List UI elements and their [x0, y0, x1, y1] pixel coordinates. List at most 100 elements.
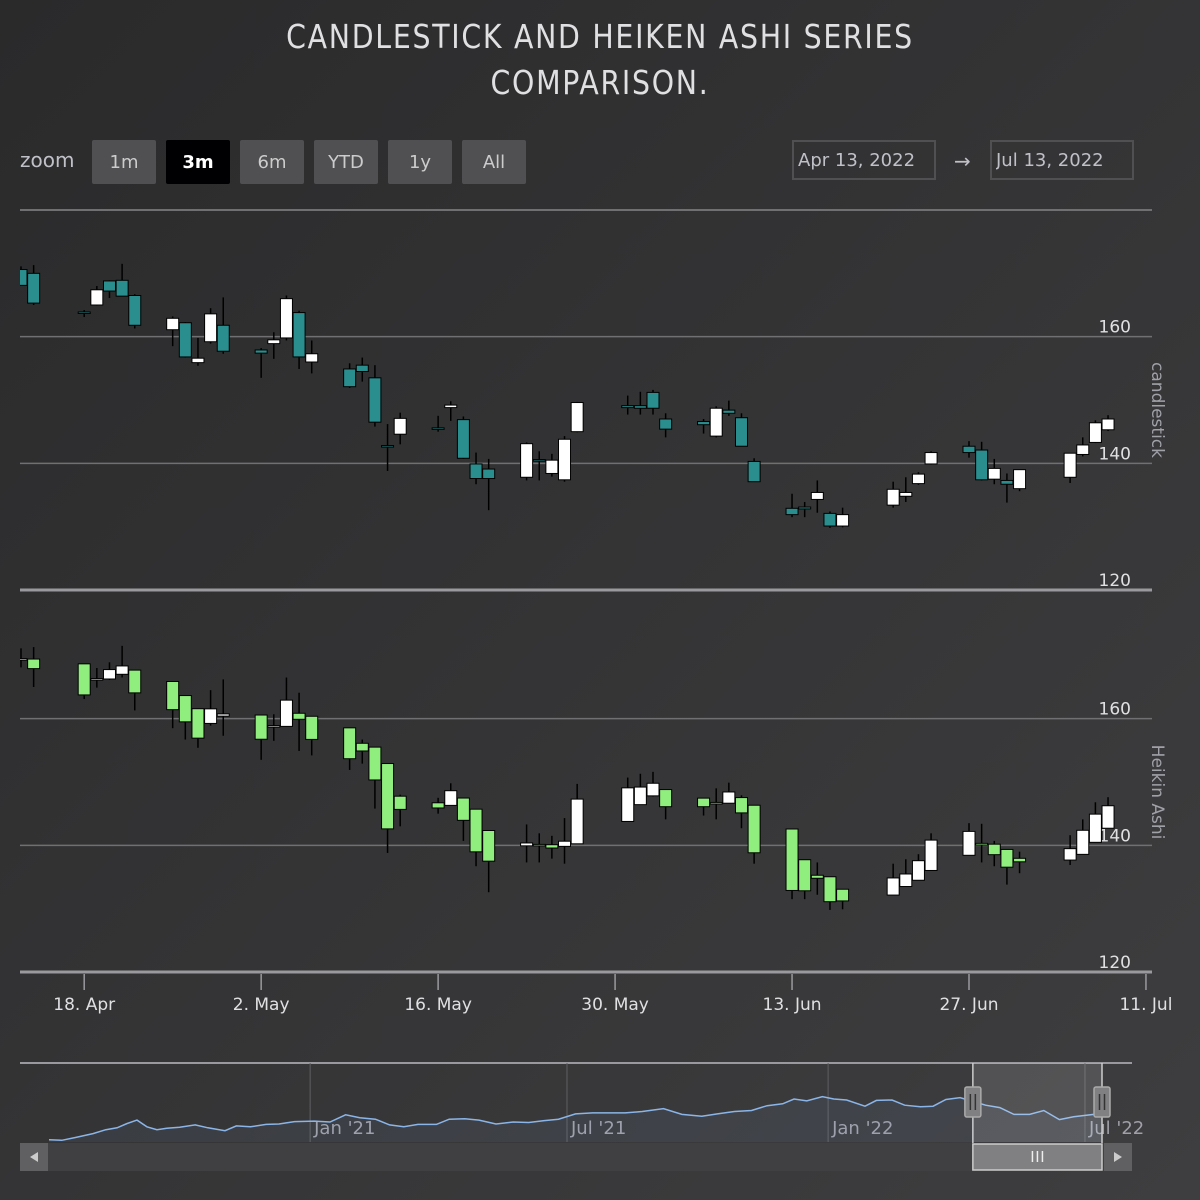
- heikin-ashi-candle[interactable]: [381, 763, 395, 853]
- heikin-ashi-candle[interactable]: [987, 840, 1001, 867]
- candle[interactable]: [886, 481, 900, 508]
- candle[interactable]: [191, 337, 205, 366]
- heikin-ashi-candle[interactable]: [482, 830, 496, 893]
- heikin-ashi-candle[interactable]: [77, 663, 91, 700]
- heikin-ashi-candle[interactable]: [115, 645, 129, 678]
- candle[interactable]: [178, 322, 192, 358]
- heikin-ashi-candle[interactable]: [204, 690, 218, 726]
- heikin-ashi-candle[interactable]: [343, 727, 357, 770]
- candle[interactable]: [823, 511, 837, 528]
- range-to-input[interactable]: [990, 140, 1134, 180]
- heikin-ashi-candle[interactable]: [216, 679, 230, 736]
- candle[interactable]: [520, 442, 534, 481]
- heikin-ashi-candle[interactable]: [532, 833, 546, 863]
- candle[interactable]: [532, 451, 546, 481]
- candle[interactable]: [558, 436, 572, 482]
- heikin-ashi-candle[interactable]: [27, 647, 41, 687]
- heikin-ashi-candle[interactable]: [798, 859, 812, 900]
- navigator-selection[interactable]: [972, 1063, 1102, 1142]
- heikin-ashi-candle[interactable]: [911, 854, 925, 881]
- candle[interactable]: [279, 295, 293, 341]
- candle[interactable]: [128, 294, 142, 329]
- candle[interactable]: [1063, 452, 1077, 483]
- candle[interactable]: [545, 453, 559, 477]
- heikin-ashi-candle[interactable]: [520, 824, 534, 863]
- heikin-ashi-candle[interactable]: [166, 680, 180, 729]
- heikin-ashi-candle[interactable]: [469, 808, 483, 867]
- heikin-ashi-candle[interactable]: [1076, 819, 1090, 855]
- heikin-ashi-candle[interactable]: [444, 783, 458, 806]
- range-button-1y[interactable]: 1y: [388, 140, 452, 184]
- scrollbar-track[interactable]: [20, 1143, 1132, 1171]
- candle[interactable]: [747, 458, 761, 483]
- heikin-ashi-candle[interactable]: [393, 794, 407, 827]
- heikin-ashi-candle[interactable]: [355, 739, 369, 764]
- heikin-ashi-candle[interactable]: [886, 863, 900, 896]
- candle[interactable]: [798, 501, 812, 518]
- candle[interactable]: [734, 413, 748, 447]
- candle[interactable]: [1088, 420, 1102, 444]
- candle[interactable]: [621, 395, 635, 415]
- heikin-ashi-candle[interactable]: [1063, 835, 1077, 865]
- candle[interactable]: [987, 458, 1001, 485]
- heikin-ashi-candle[interactable]: [722, 782, 736, 804]
- candle[interactable]: [444, 401, 458, 421]
- heikin-ashi-candle[interactable]: [1000, 848, 1014, 885]
- candle[interactable]: [27, 265, 41, 305]
- heikin-ashi-candle[interactable]: [975, 823, 989, 863]
- candle[interactable]: [102, 280, 116, 299]
- candle[interactable]: [633, 391, 647, 415]
- candle[interactable]: [15, 266, 28, 286]
- heikin-ashi-candle[interactable]: [558, 818, 572, 864]
- heikin-ashi-candle[interactable]: [659, 789, 673, 820]
- candle[interactable]: [393, 412, 407, 445]
- candle[interactable]: [697, 419, 711, 434]
- heikin-ashi-candle[interactable]: [785, 828, 799, 900]
- range-button-all[interactable]: All: [462, 140, 526, 184]
- candle[interactable]: [1000, 473, 1014, 503]
- candle[interactable]: [381, 424, 395, 471]
- candle[interactable]: [899, 477, 913, 502]
- heikin-ashi-candle[interactable]: [178, 695, 192, 740]
- candle[interactable]: [254, 348, 268, 378]
- heikin-ashi-candle[interactable]: [962, 823, 976, 856]
- heikin-ashi-candle[interactable]: [254, 714, 268, 760]
- heikin-ashi-candle[interactable]: [646, 771, 660, 797]
- candle[interactable]: [785, 493, 799, 518]
- heikin-ashi-candle[interactable]: [292, 692, 306, 751]
- heikin-ashi-candle[interactable]: [734, 795, 748, 829]
- heikin-ashi-candle[interactable]: [621, 777, 635, 822]
- candle[interactable]: [343, 363, 357, 388]
- heikin-ashi-candle[interactable]: [747, 804, 761, 864]
- candle[interactable]: [90, 286, 104, 306]
- heikin-ashi-candle[interactable]: [431, 797, 445, 814]
- heikin-ashi-candle[interactable]: [570, 783, 584, 845]
- range-from-input[interactable]: [792, 140, 936, 180]
- range-button-ytd[interactable]: YTD: [314, 140, 378, 184]
- heikin-ashi-candle[interactable]: [368, 746, 382, 809]
- navigator[interactable]: Jan '21Jul '21Jan '22Jul '22: [20, 1062, 1144, 1170]
- heikin-ashi-candle[interactable]: [267, 714, 281, 741]
- heikin-ashi-candle[interactable]: [305, 715, 319, 756]
- heikin-ashi-candle[interactable]: [1088, 802, 1102, 843]
- heikin-ashi-candle[interactable]: [279, 677, 293, 727]
- candle[interactable]: [355, 357, 369, 382]
- heikin-ashi-candle[interactable]: [924, 833, 938, 871]
- candle[interactable]: [975, 441, 989, 481]
- candle[interactable]: [305, 340, 319, 374]
- heikin-ashi-candle[interactable]: [697, 797, 711, 816]
- candle[interactable]: [204, 308, 218, 344]
- candle[interactable]: [368, 365, 382, 427]
- heikin-ashi-candle[interactable]: [899, 859, 913, 888]
- candle[interactable]: [1076, 437, 1090, 457]
- candle[interactable]: [810, 480, 824, 513]
- heikin-ashi-candle[interactable]: [633, 773, 647, 806]
- candle[interactable]: [216, 297, 230, 354]
- candle[interactable]: [456, 416, 470, 459]
- heikin-ashi-candle[interactable]: [836, 888, 850, 910]
- heikin-ashi-candle[interactable]: [90, 668, 104, 688]
- candle[interactable]: [659, 413, 673, 438]
- heikin-ashi-candle[interactable]: [15, 648, 28, 668]
- candle[interactable]: [292, 310, 306, 369]
- candle[interactable]: [646, 389, 660, 415]
